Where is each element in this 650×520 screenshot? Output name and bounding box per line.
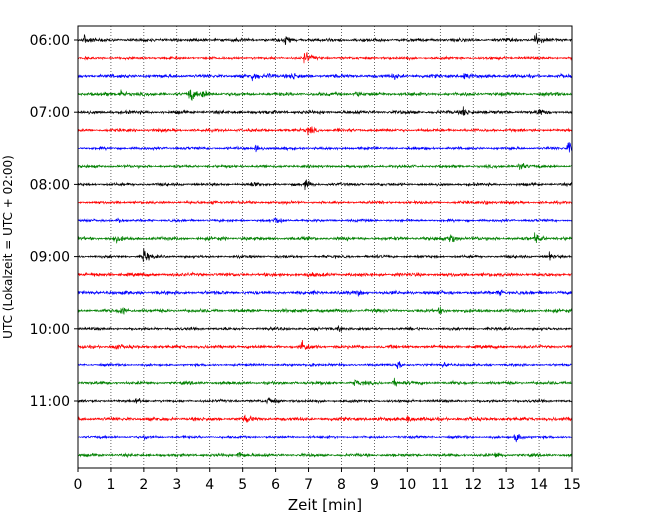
seismic-trace bbox=[77, 325, 573, 332]
seismic-trace bbox=[77, 51, 573, 64]
x-tick-label: 1 bbox=[106, 477, 115, 493]
y-axis-label: UTC (Lokalzeit = UTC + 02:00) bbox=[1, 155, 15, 339]
seismic-trace bbox=[77, 397, 573, 405]
y-axis: 06:00 07:00 08:00 09:00 10:00 11:00 bbox=[30, 33, 78, 410]
seismic-trace bbox=[77, 377, 573, 387]
seismic-trace bbox=[77, 271, 573, 278]
seismic-trace bbox=[77, 163, 573, 170]
x-tick-label: 4 bbox=[205, 477, 214, 493]
seismic-trace bbox=[77, 433, 573, 443]
x-axis-label: Zeit [min] bbox=[288, 496, 362, 514]
seismic-trace bbox=[77, 142, 573, 153]
y-tick-label: 09:00 bbox=[30, 250, 70, 266]
x-tick-label: 10 bbox=[398, 477, 416, 493]
x-tick-label: 8 bbox=[337, 477, 346, 493]
x-tick-label: 15 bbox=[563, 477, 581, 493]
x-tick-label: 12 bbox=[464, 477, 482, 493]
x-tick-label: 13 bbox=[497, 477, 515, 493]
x-tick-label: 11 bbox=[431, 477, 449, 493]
seismic-trace bbox=[77, 33, 573, 46]
seismic-trace bbox=[77, 306, 573, 315]
x-tick-label: 0 bbox=[74, 477, 83, 493]
x-axis: 0 1 2 3 4 5 6 7 8 9 10 11 12 13 14 15 bbox=[74, 468, 581, 493]
trace-group bbox=[77, 33, 573, 459]
plot-frame bbox=[77, 25, 573, 469]
x-tick-label: 5 bbox=[238, 477, 247, 493]
x-tick-label: 3 bbox=[172, 477, 181, 493]
seismic-trace bbox=[77, 199, 573, 206]
seismic-trace bbox=[77, 179, 573, 191]
x-tick-label: 7 bbox=[304, 477, 313, 493]
seismic-trace bbox=[77, 361, 573, 370]
y-tick-label: 11:00 bbox=[30, 394, 70, 410]
seismic-trace bbox=[77, 451, 573, 459]
y-tick-label: 06:00 bbox=[30, 33, 70, 49]
seismic-trace bbox=[77, 89, 573, 101]
x-tick-label: 9 bbox=[370, 477, 379, 493]
seismic-trace bbox=[77, 216, 573, 224]
seismic-trace bbox=[77, 414, 573, 423]
seismic-trace bbox=[77, 289, 573, 297]
y-tick-label: 10:00 bbox=[30, 322, 70, 338]
y-tick-label: 07:00 bbox=[30, 105, 70, 121]
y-tick-label: 08:00 bbox=[30, 177, 70, 193]
seismic-trace bbox=[77, 72, 573, 82]
seismic-trace bbox=[77, 248, 573, 263]
seismic-trace bbox=[77, 232, 573, 244]
seismic-trace bbox=[77, 106, 573, 116]
x-tick-label: 14 bbox=[530, 477, 548, 493]
seismic-trace bbox=[77, 126, 573, 136]
seismic-trace bbox=[77, 339, 573, 350]
x-tick-label: 6 bbox=[271, 477, 280, 493]
x-tick-label: 2 bbox=[139, 477, 148, 493]
